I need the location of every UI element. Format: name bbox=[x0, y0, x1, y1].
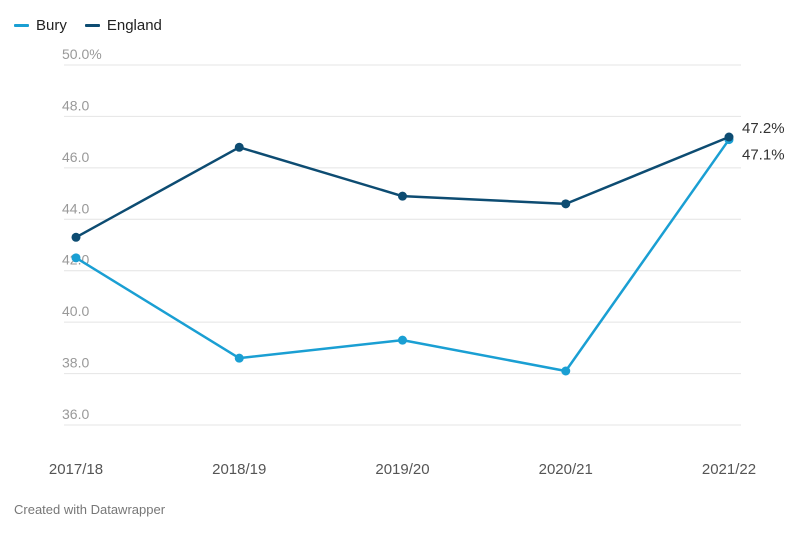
y-tick-label: 36.0 bbox=[62, 406, 89, 422]
x-tick-label: 2017/18 bbox=[49, 461, 103, 478]
data-point-bury bbox=[234, 353, 244, 363]
data-point-bury bbox=[71, 253, 81, 263]
legend-item-bury: Bury bbox=[14, 17, 67, 34]
x-tick-label: 2021/22 bbox=[702, 461, 756, 478]
legend-item-england: England bbox=[84, 17, 162, 34]
end-label-england: 47.2% bbox=[742, 120, 785, 137]
data-point-bury bbox=[398, 335, 407, 345]
y-tick-label: 40.0 bbox=[62, 303, 89, 319]
legend-swatch-bury bbox=[14, 24, 29, 27]
end-label-bury: 47.1% bbox=[742, 147, 785, 164]
y-tick-label: 50.0% bbox=[62, 46, 102, 62]
data-point-england bbox=[234, 142, 244, 152]
data-point-england bbox=[724, 132, 734, 142]
datawrapper-credit: Created with Datawrapper bbox=[14, 502, 166, 517]
chart-legend: Bury England bbox=[14, 17, 162, 34]
legend-swatch-england bbox=[84, 24, 100, 27]
legend-label-bury: Bury bbox=[36, 17, 67, 34]
legend-label-england: England bbox=[106, 17, 162, 34]
y-tick-label: 38.0 bbox=[62, 355, 89, 371]
y-tick-label: 44.0 bbox=[62, 200, 89, 216]
y-tick-label: 46.0 bbox=[62, 149, 89, 165]
data-point-bury bbox=[561, 366, 571, 376]
x-tick-label: 2018/19 bbox=[212, 461, 266, 478]
x-tick-label: 2020/21 bbox=[539, 461, 593, 478]
y-tick-label: 48.0 bbox=[62, 97, 89, 113]
series-line-england bbox=[74, 135, 731, 239]
data-point-england bbox=[561, 199, 571, 209]
data-point-england bbox=[398, 191, 407, 201]
data-point-england bbox=[71, 232, 81, 242]
x-tick-label: 2019/20 bbox=[375, 461, 429, 478]
